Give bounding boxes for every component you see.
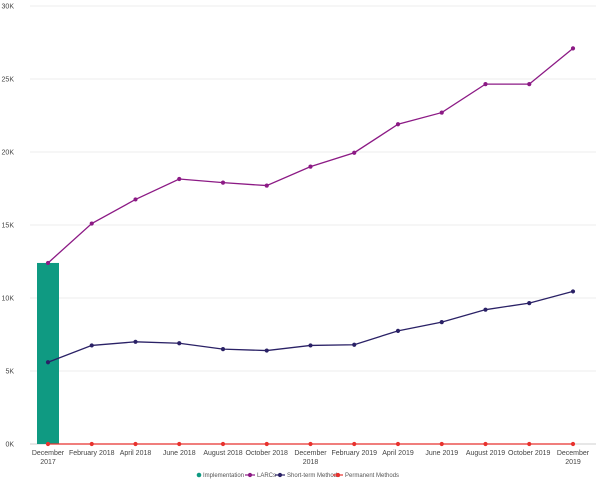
x-tick-label: April 2019 [382,450,414,457]
data-point [89,343,94,348]
data-point [133,197,138,202]
series-line [47,47,574,264]
legend-marker [277,472,283,478]
y-tick-label: 30K [2,4,15,11]
series-larcs [45,46,576,266]
legend-marker [335,472,341,478]
data-point [308,343,313,348]
data-point [264,441,269,447]
bar-series [37,262,59,444]
data-point [570,46,576,51]
y-tick-label: 25K [2,77,15,84]
data-point [264,183,269,188]
legend-marker [196,472,202,478]
legend-label: Implementation [203,473,244,479]
y-axis: 0K 5K 10K 15K 20K 25K 30K [2,4,15,449]
data-point [133,339,138,344]
data-point [483,82,488,87]
series-line [47,290,574,363]
data-point [352,342,357,347]
data-point [220,347,226,352]
data-point [352,150,357,155]
data-point [570,441,576,447]
data-point [220,180,226,185]
x-tick-label: April 2018 [120,450,152,457]
data-point [45,260,51,266]
data-point [570,289,576,294]
bar [37,262,59,444]
data-point [395,328,401,333]
data-point [308,441,313,447]
x-tick-label: December 2018 [294,450,327,466]
y-tick-label: 0K [5,442,14,449]
x-tick-label: June 2018 [163,450,196,457]
data-point [177,176,182,182]
data-point [220,441,226,447]
data-point [264,348,269,353]
data-point [177,341,182,346]
x-tick-label: February 2019 [331,450,377,457]
x-tick-label: December 2017 [32,450,65,466]
data-point [527,301,532,306]
x-tick-label: October 2019 [508,450,551,457]
data-point [352,441,357,447]
legend-item[interactable]: LARCs [245,472,276,479]
data-point [45,441,51,447]
legend-item[interactable]: Implementation [196,472,244,479]
legend-label: Short-term Methods [287,473,340,479]
y-tick-label: 15K [2,223,15,230]
x-tick-label: October 2018 [246,450,289,457]
x-tick-label: February 2018 [69,450,115,457]
legend: Implementation LARCs Short-term Methods Per… [196,472,399,479]
data-point [527,441,532,447]
x-tick-label: December 2019 [557,450,590,466]
data-point [395,441,401,447]
data-point [308,164,313,169]
data-point [527,82,532,87]
data-point [45,360,51,365]
grid [30,5,596,445]
x-tick-label: August 2019 [466,450,505,457]
x-tick-label: June 2019 [425,450,458,457]
legend-item[interactable]: Permanent Methods [333,472,399,479]
y-tick-label: 20K [2,150,15,157]
data-point [483,307,488,312]
data-point [439,319,444,325]
legend-marker [247,472,253,478]
data-point [483,441,488,447]
line-series [45,46,576,447]
x-tick-label: August 2018 [203,450,242,457]
series-permanent-methods [45,441,576,447]
y-tick-label: 10K [2,296,15,303]
data-point [89,221,94,226]
legend-item[interactable]: Short-term Methods [275,472,340,479]
data-point [177,441,182,447]
data-point [439,110,444,115]
data-point [133,441,138,447]
series-short-term-methods [45,289,576,365]
data-point [395,122,401,127]
data-point [439,441,444,447]
legend-label: LARCs [257,473,276,479]
data-point [89,441,94,447]
legend-label: Permanent Methods [345,473,399,479]
x-axis: December 2017 February 2018 April 2018 June … [32,450,590,466]
y-tick-label: 5K [5,369,14,376]
